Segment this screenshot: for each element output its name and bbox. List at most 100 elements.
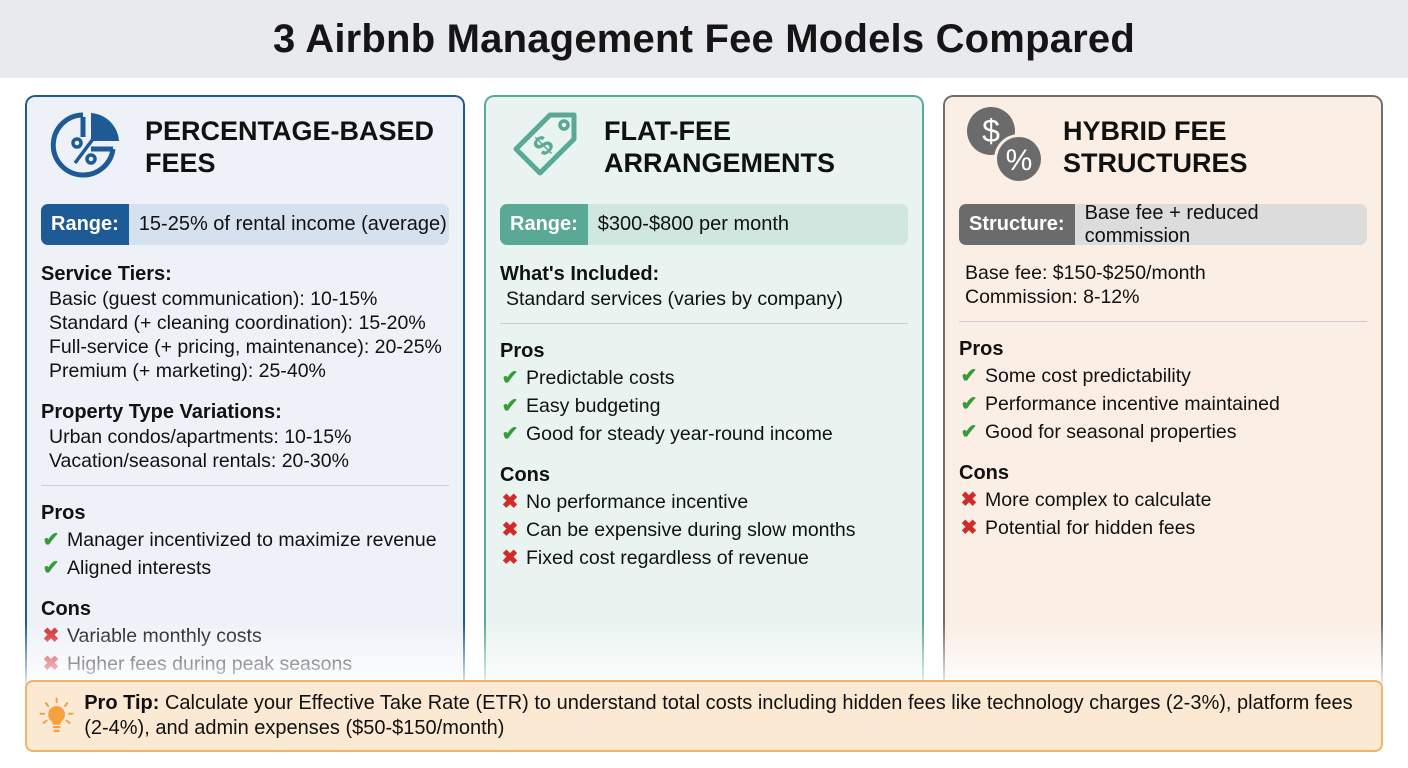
range-value: 15-25% of rental income (average) <box>128 204 449 245</box>
range-label: Range: <box>41 204 129 245</box>
plain-section: Base fee: $150-$250/month Commission: 8-1… <box>959 261 1367 309</box>
divider <box>41 485 449 486</box>
pros-section: Pros ✔ Manager incentivized to maximize re… <box>41 500 449 582</box>
section-heading: What's Included: <box>500 263 660 285</box>
list-item: ✔ Good for steady year-round income <box>500 420 908 448</box>
list-item-text: Manager incentivized to maximize revenue <box>67 529 437 551</box>
x-icon: ✖ <box>42 653 60 675</box>
check-icon: ✔ <box>42 529 60 551</box>
list-item: Commission: 8-12% <box>959 285 1367 309</box>
list-item: Standard services (varies by company) <box>500 287 908 311</box>
tier-section: Service Tiers: Basic (guest communication… <box>41 261 449 383</box>
cons-section: Cons ✖ More complex to calculate ✖ Potential… <box>959 460 1367 542</box>
list-item-text: No performance incentive <box>526 491 749 513</box>
section-heading: Property Type Variations: <box>41 401 282 423</box>
list-item: ✔ Predictable costs <box>500 364 908 392</box>
list-item: Premium (+ marketing): 25-40% <box>41 359 449 383</box>
section-heading: Service Tiers: <box>41 263 172 285</box>
page-title: 3 Airbnb Management Fee Models Compared <box>272 16 1136 61</box>
list-item-text: Premium (+ marketing): 25-40% <box>49 360 326 382</box>
list-item: Urban condos/apartments: 10-15% <box>41 425 449 449</box>
check-icon: ✔ <box>960 393 978 415</box>
list-item-text: More complex to calculate <box>985 489 1212 511</box>
range-label: Structure: <box>959 204 1075 245</box>
list-item-text: Can be expensive during slow months <box>526 519 856 541</box>
card-title-line: STRUCTURES <box>1063 148 1248 178</box>
pro-tip-body: Calculate your Effective Take Rate (ETR)… <box>84 692 1353 739</box>
title-band: 3 Airbnb Management Fee Models Compared <box>0 0 1408 78</box>
pro-tip-label: Pro Tip: <box>84 692 160 714</box>
range-pill: Range: $300-$800 per month <box>500 204 908 245</box>
x-icon: ✖ <box>42 625 60 647</box>
list-item: ✖ Potential for hidden fees <box>959 514 1367 542</box>
list-item: ✖ No performance incentive <box>500 488 908 516</box>
check-icon: ✔ <box>501 367 519 389</box>
lightbulb-icon <box>39 697 74 733</box>
card-title: PERCENTAGE-BASED FEES <box>145 115 434 179</box>
list-item: ✔ Aligned interests <box>41 554 449 582</box>
card-header: $ FLAT-FEE ARRANGEMENTS <box>500 97 908 197</box>
list-item-text: Urban condos/apartments: 10-15% <box>49 426 352 448</box>
dollar-percent-coins-icon: $% <box>965 105 1045 190</box>
list-item-text: Potential for hidden fees <box>985 517 1196 539</box>
check-icon: ✔ <box>501 423 519 445</box>
list-item: ✔ Some cost predictability <box>959 362 1367 390</box>
fee-model-card: $ FLAT-FEE ARRANGEMENTS Range: $300-$800 per… <box>484 95 924 695</box>
range-value: $300-$800 per month <box>587 204 908 245</box>
list-item: ✖ Higher fees during peak seasons <box>41 650 449 678</box>
range-value: Base fee + reduced commission <box>1074 204 1367 245</box>
section-heading: Cons <box>41 598 91 620</box>
list-item-text: Easy budgeting <box>526 395 661 417</box>
list-item-text: Performance incentive maintained <box>985 393 1280 415</box>
list-item: Basic (guest communication): 10-15% <box>41 287 449 311</box>
list-item: ✖ Variable monthly costs <box>41 622 449 650</box>
card-title: HYBRID FEE STRUCTURES <box>1063 115 1248 179</box>
range-pill: Structure: Base fee + reduced commission <box>959 204 1367 245</box>
card-title: FLAT-FEE ARRANGEMENTS <box>604 115 835 179</box>
percentage-pie-icon <box>47 105 127 190</box>
x-icon: ✖ <box>960 489 978 511</box>
list-item-text: Variable monthly costs <box>67 625 262 647</box>
cons-section: Cons ✖ Variable monthly costs ✖ Higher fees … <box>41 596 449 678</box>
list-item: ✔ Good for seasonal properties <box>959 418 1367 446</box>
check-icon: ✔ <box>960 421 978 443</box>
card-title-line: PERCENTAGE-BASED <box>145 116 435 146</box>
range-pill: Range: 15-25% of rental income (average) <box>41 204 449 245</box>
list-item-text: Standard services (varies by company) <box>506 288 844 310</box>
list-item-text: Good for steady year-round income <box>526 423 833 445</box>
divider <box>959 321 1367 322</box>
list-item-text: Full-service (+ pricing, maintenance): 2… <box>49 336 442 358</box>
card-title-line: ARRANGEMENTS <box>604 148 836 178</box>
check-icon: ✔ <box>42 557 60 579</box>
list-item: ✖ More complex to calculate <box>959 486 1367 514</box>
list-item: ✔ Manager incentivized to maximize revenu… <box>41 526 449 554</box>
cons-section: Cons ✖ No performance incentive ✖ Can be exp… <box>500 462 908 572</box>
pros-section: Pros ✔ Predictable costs ✔ Easy budgeting ✔ Go… <box>500 338 908 448</box>
list-item: Full-service (+ pricing, maintenance): 2… <box>41 335 449 359</box>
divider <box>500 323 908 324</box>
list-item: ✖ Fixed cost regardless of revenue <box>500 544 908 572</box>
pro-tip-text: Pro Tip: Calculate your Effective Take R… <box>84 691 1381 741</box>
list-item-text: Some cost predictability <box>985 365 1191 387</box>
list-item-text: Fixed cost regardless of revenue <box>526 547 809 569</box>
list-item-text: Higher fees during peak seasons <box>67 653 353 675</box>
section-heading: Cons <box>500 464 550 486</box>
card-header: PERCENTAGE-BASED FEES <box>41 97 449 197</box>
card-title-line: FEES <box>145 148 216 178</box>
list-item-text: Basic (guest communication): 10-15% <box>49 288 378 310</box>
card-header: $% HYBRID FEE STRUCTURES <box>959 97 1367 197</box>
fee-model-card: $% HYBRID FEE STRUCTURES Structure: Base fee… <box>943 95 1383 695</box>
list-item-text: Good for seasonal properties <box>985 421 1237 443</box>
pros-section: Pros ✔ Some cost predictability ✔ Performanc… <box>959 336 1367 446</box>
plain-section: What's Included: Standard services (varie… <box>500 261 908 311</box>
pro-tip-box: Pro Tip: Calculate your Effective Take R… <box>25 680 1383 752</box>
list-item-text: Base fee: $150-$250/month <box>965 262 1206 284</box>
svg-text:%: % <box>1006 144 1033 177</box>
x-icon: ✖ <box>960 517 978 539</box>
x-icon: ✖ <box>501 519 519 541</box>
list-item-text: Predictable costs <box>526 367 675 389</box>
list-item: ✖ Can be expensive during slow months <box>500 516 908 544</box>
card-title-line: FLAT-FEE <box>604 116 731 146</box>
card-title-line: HYBRID FEE <box>1063 116 1227 146</box>
list-item: Vacation/seasonal rentals: 20-30% <box>41 449 449 473</box>
